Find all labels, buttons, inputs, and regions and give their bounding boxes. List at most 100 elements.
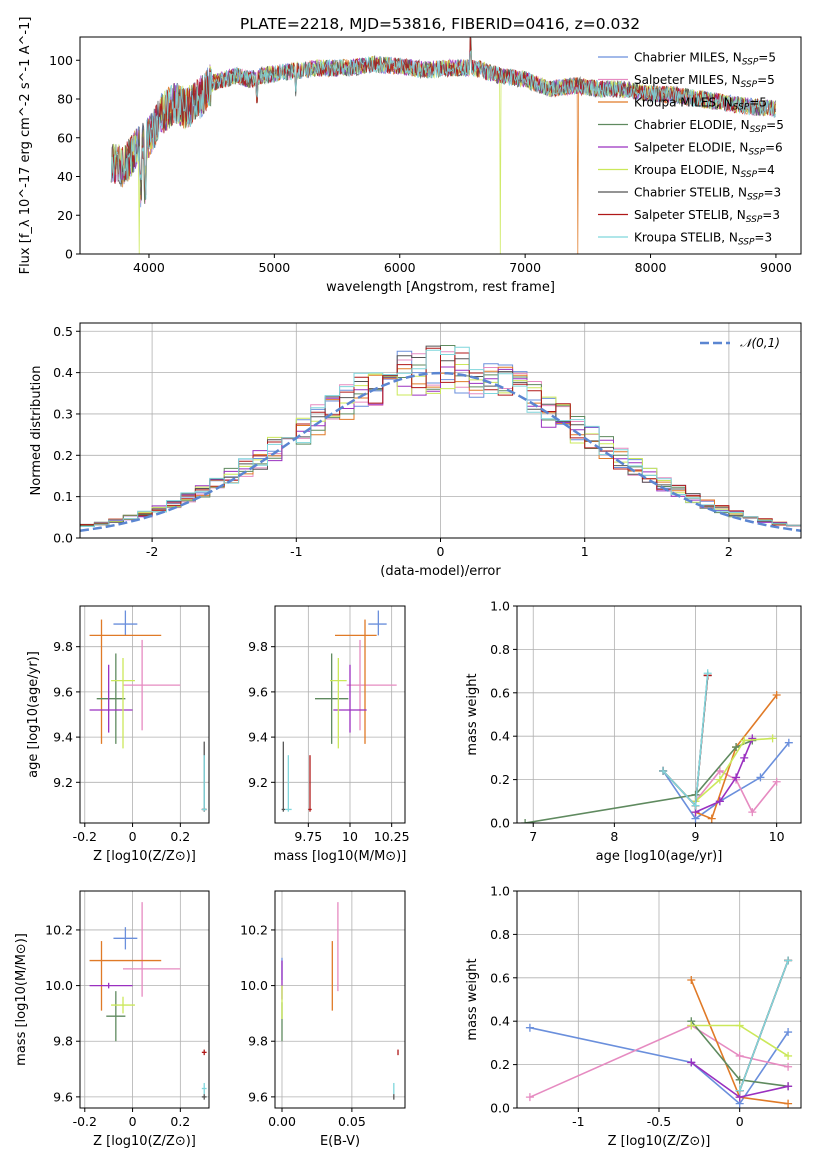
weight-marker xyxy=(715,775,724,784)
y-tick-label: 10.2 xyxy=(240,922,268,937)
weight-marker xyxy=(772,777,781,786)
x-tick-label: -0.2 xyxy=(73,1114,97,1129)
x-tick-label: 7 xyxy=(529,829,537,844)
y-tick-label: 9.4 xyxy=(248,730,268,745)
weight-line xyxy=(662,742,790,820)
x-axis-label: wavelength [Angstrom, rest frame] xyxy=(326,280,555,295)
x-tick-label: 1 xyxy=(581,544,589,559)
weight-marker xyxy=(740,753,749,762)
legend-label: Salpeter ELODIE, NSSP=6 xyxy=(634,141,783,158)
x-tick-label: 9 xyxy=(692,829,700,844)
x-tick-label: 0.05 xyxy=(338,1114,366,1129)
legend-label: Kroupa ELODIE, NSSP=4 xyxy=(634,163,775,180)
axes-frame xyxy=(516,605,802,824)
y-tick-label: 0.6 xyxy=(490,970,510,985)
weight-marker xyxy=(784,1028,793,1037)
weight-marker xyxy=(735,1075,744,1084)
weight-marker xyxy=(772,690,781,699)
plot-age_vs_mass: 9.75 10 10.25 9.2 9.4 9.6 9.8 mass [log10(M/M⊙)… xyxy=(248,605,410,864)
plot-mass_vs_ebv: 0.00 0.05 9.6 9.8 10.0 10.2 E(B-V) xyxy=(240,890,406,1149)
y-tick-label: 0.3 xyxy=(53,406,73,421)
y-tick-label: 9.8 xyxy=(53,639,73,654)
x-tick-label: -2 xyxy=(146,544,158,559)
weight-marker xyxy=(687,1021,696,1030)
axes-frame xyxy=(274,890,406,1109)
x-tick-label: 0 xyxy=(129,829,137,844)
axes-frame xyxy=(79,36,802,255)
legend-label: Chabrier STELIB, NSSP=3 xyxy=(634,186,781,203)
weight-marker xyxy=(784,1051,793,1060)
residual-histogram xyxy=(80,346,801,529)
weight-marker xyxy=(703,669,712,678)
x-tick-label: 10 xyxy=(769,829,785,844)
y-tick-label: 9.8 xyxy=(53,1034,73,1049)
weight-marker xyxy=(732,743,741,752)
y-tick-label: 60 xyxy=(57,130,73,145)
x-tick-label: -1 xyxy=(290,544,302,559)
weight-marker xyxy=(715,766,724,775)
y-tick-label: 10.0 xyxy=(45,978,73,993)
y-tick-label: 9.6 xyxy=(248,1089,268,1104)
y-axis-label: Normed distribution xyxy=(29,366,44,496)
y-tick-label: 0.4 xyxy=(490,1014,510,1029)
y-tick-label: 9.6 xyxy=(248,684,268,699)
y-tick-label: 0.0 xyxy=(490,1101,510,1116)
plot-area xyxy=(110,37,777,254)
y-tick-label: 0.2 xyxy=(490,1057,510,1072)
x-tick-label: 0 xyxy=(736,1114,744,1129)
y-tick-label: 9.6 xyxy=(53,1089,73,1104)
x-tick-label: -1 xyxy=(572,1114,584,1129)
weight-line xyxy=(738,960,789,1091)
y-tick-label: 9.8 xyxy=(248,1034,268,1049)
weight-marker xyxy=(748,808,757,817)
spectrum-line xyxy=(110,37,776,196)
weight-marker xyxy=(687,1058,696,1067)
y-tick-label: 20 xyxy=(57,208,73,223)
x-axis-label: Z [log10(Z/Z⊙)] xyxy=(93,849,196,864)
weight-line xyxy=(694,737,773,802)
weight-marker xyxy=(735,1021,744,1030)
legend-label: Kroupa STELIB, NSSP=3 xyxy=(634,231,772,248)
legend-label: Kroupa MILES, NSSP=5 xyxy=(634,96,767,113)
weight-marker xyxy=(687,975,696,984)
y-tick-label: 1.0 xyxy=(490,599,510,614)
weight-marker xyxy=(521,819,530,823)
y-tick-label: 9.2 xyxy=(248,775,268,790)
weight-marker xyxy=(748,734,757,743)
y-tick-label: 0.6 xyxy=(490,685,510,700)
plot-area xyxy=(525,956,793,1108)
weight-line xyxy=(695,738,754,813)
weight-marker xyxy=(784,1082,793,1091)
x-tick-label: 0.2 xyxy=(170,1114,190,1129)
x-axis-label: E(B-V) xyxy=(320,1134,360,1149)
y-tick-label: 0.5 xyxy=(53,324,73,339)
y-axis-label: Flux [f_λ 10^-17 erg cm^-2 s^-1 A^-1] xyxy=(18,17,33,275)
legend-label: Salpeter MILES, NSSP=5 xyxy=(634,73,775,90)
legend-label: 𝒩(0,1) xyxy=(740,336,780,350)
weight-marker xyxy=(740,736,749,745)
x-axis-label: mass [log10(M/M⊙)] xyxy=(274,849,407,864)
y-tick-label: 10.0 xyxy=(240,978,268,993)
plot-weight_vs_Z: -1 -0.5 0 0.0 0.2 0.4 0.6 0.8 1.0 Z [log10(Z/Z⊙)]… xyxy=(465,884,802,1149)
y-axis-label: age [log10(age/yr)] xyxy=(26,651,41,778)
x-tick-label: -0.5 xyxy=(647,1114,671,1129)
axes-frame xyxy=(79,605,210,824)
x-tick-label: 7000 xyxy=(509,260,541,275)
x-tick-label: 9000 xyxy=(760,260,792,275)
plot-area xyxy=(281,610,397,812)
y-tick-label: 40 xyxy=(57,169,73,184)
plot-weight_vs_age: 7 8 9 10 0.0 0.2 0.4 0.6 0.8 1.0 age [log10(age/yr… xyxy=(465,599,802,864)
x-tick-label: 9.75 xyxy=(294,829,322,844)
axes-frame xyxy=(274,605,406,824)
y-tick-label: 0.1 xyxy=(53,489,73,504)
weight-marker xyxy=(715,797,724,806)
x-tick-label: 10.25 xyxy=(374,829,410,844)
y-tick-label: 0.2 xyxy=(490,772,510,787)
y-tick-label: 0.2 xyxy=(53,448,73,463)
weight-marker xyxy=(525,1023,534,1032)
x-tick-label: 2 xyxy=(725,544,733,559)
weight-marker xyxy=(735,1051,744,1060)
x-tick-label: 0.00 xyxy=(268,1114,296,1129)
x-axis-label: age [log10(age/yr)] xyxy=(596,849,723,864)
